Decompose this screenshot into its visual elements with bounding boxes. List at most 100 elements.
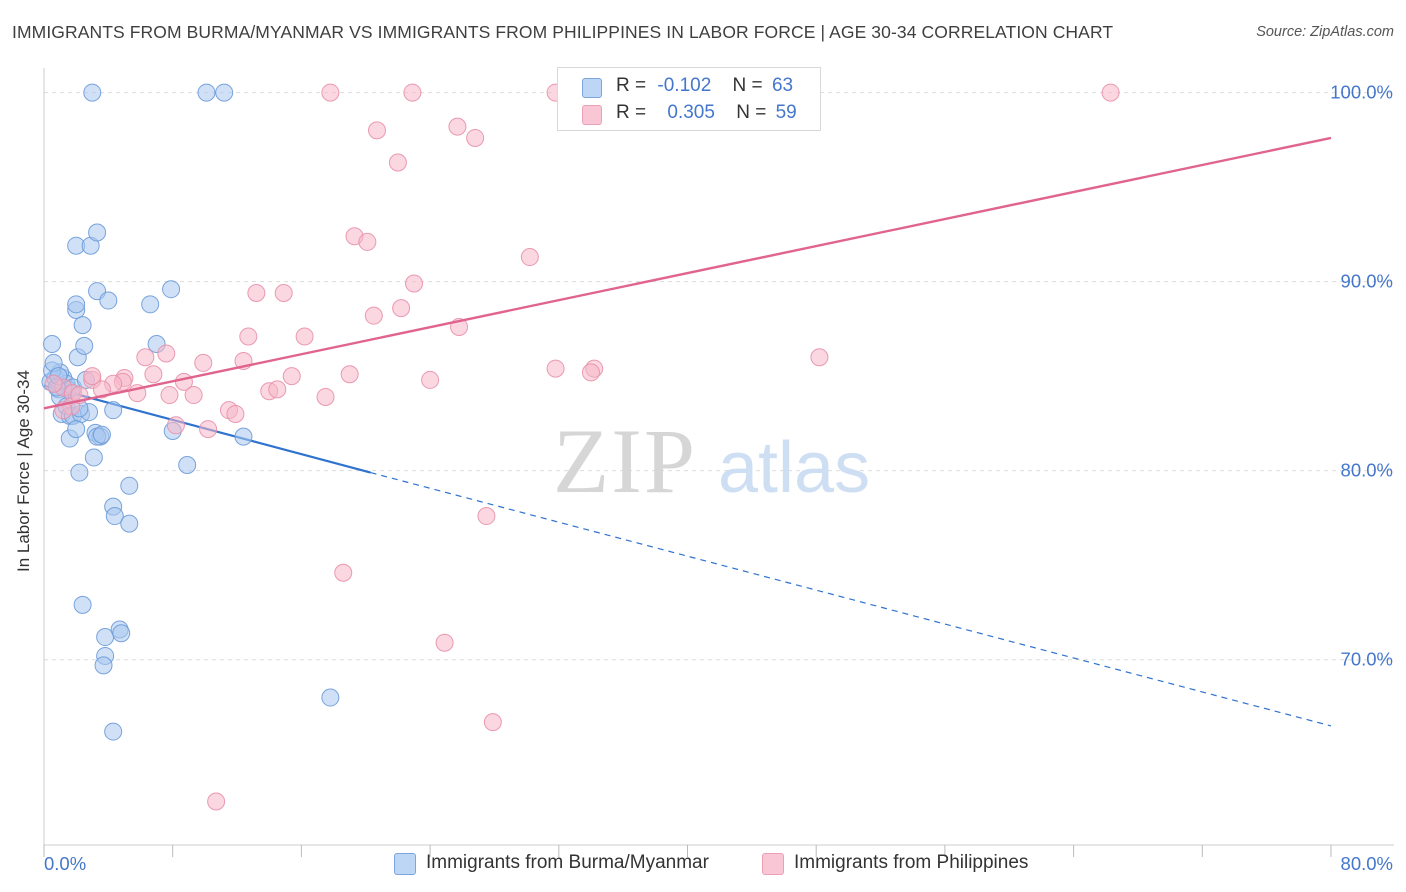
point-philippines <box>83 367 102 386</box>
point-philippines <box>368 121 387 140</box>
point-burma <box>234 427 253 446</box>
point-philippines <box>136 348 155 367</box>
legend-r-value: 0.305 <box>667 102 715 123</box>
bottom-legend-label-burma: Immigrants from Burma/Myanmar <box>426 852 709 873</box>
point-philippines <box>157 344 176 363</box>
point-philippines <box>199 420 218 439</box>
point-philippines <box>483 713 502 732</box>
y-tick-label: 70.0% <box>1341 649 1393 670</box>
trend-solid-philippines <box>43 136 1332 410</box>
point-burma <box>99 291 118 310</box>
point-burma <box>120 476 139 495</box>
point-philippines <box>520 248 539 267</box>
legend-n-value: 59 <box>775 102 797 123</box>
point-burma <box>112 624 131 643</box>
point-burma <box>197 83 216 102</box>
point-philippines <box>92 380 111 399</box>
point-philippines <box>358 232 377 251</box>
y-axis-label: In Labor Force | Age 30-34 <box>14 370 33 572</box>
watermark-zip: ZIP <box>553 410 697 512</box>
point-philippines <box>268 380 287 399</box>
point-philippines <box>388 153 407 172</box>
watermark-atlas: atlas <box>718 428 870 508</box>
point-philippines <box>160 386 179 405</box>
trend-line-philippines <box>43 136 1332 410</box>
source-label: Source: ZipAtlas.com <box>1256 24 1394 40</box>
point-philippines <box>810 348 829 367</box>
point-philippines <box>1101 83 1120 102</box>
point-burma <box>321 688 340 707</box>
legend-r-label: R = <box>616 102 647 123</box>
point-philippines <box>144 365 163 384</box>
watermark: ZIP atlas <box>553 410 870 512</box>
point-philippines <box>184 386 203 405</box>
point-philippines <box>340 365 359 384</box>
point-philippines <box>435 633 454 652</box>
point-philippines <box>403 83 422 102</box>
bottom-legend-swatch-burma <box>394 853 416 875</box>
correlation-legend: R = -0.102 N = 63 R = 0.305 N = 59 <box>557 67 821 131</box>
point-philippines <box>207 792 226 811</box>
point-burma <box>73 595 92 614</box>
point-philippines <box>448 117 467 136</box>
point-burma <box>67 420 86 439</box>
x-tick-labels: 0.0% 80.0% <box>44 853 1393 874</box>
point-philippines <box>44 374 63 393</box>
point-burma <box>83 83 102 102</box>
point-burma <box>67 295 86 314</box>
data-points <box>41 83 1120 811</box>
point-burma <box>92 425 111 444</box>
point-burma <box>73 316 92 335</box>
gridlines <box>44 92 1394 661</box>
point-burma <box>70 463 89 482</box>
chart-title: IMMIGRANTS FROM BURMA/MYANMAR VS IMMIGRA… <box>12 22 1114 42</box>
point-burma <box>88 223 107 242</box>
legend-n-label: N = <box>732 75 763 96</box>
x-tick-label-min: 0.0% <box>44 853 86 874</box>
y-tick-label: 100.0% <box>1330 82 1393 103</box>
point-burma <box>43 335 62 354</box>
point-philippines <box>282 367 301 386</box>
point-burma <box>215 83 234 102</box>
axes <box>43 68 1394 857</box>
point-burma <box>105 507 124 526</box>
y-tick-labels: 70.0% 80.0% 90.0% 100.0% <box>1330 82 1393 670</box>
bottom-legend-swatch-philippines <box>762 853 784 875</box>
legend-swatch-philippines <box>582 105 602 125</box>
legend-n-value: 63 <box>771 75 794 96</box>
point-burma <box>141 295 160 314</box>
point-philippines <box>166 416 185 435</box>
point-philippines <box>546 359 565 378</box>
point-philippines <box>405 274 424 293</box>
point-burma <box>178 456 197 475</box>
legend-r-label: R = <box>616 75 647 96</box>
bottom-legend-label-philippines: Immigrants from Philippines <box>794 852 1029 873</box>
point-philippines <box>364 306 383 325</box>
point-burma <box>94 656 113 675</box>
point-philippines <box>477 507 496 526</box>
point-philippines <box>392 299 411 318</box>
point-burma <box>162 280 181 299</box>
x-tick-label-max: 80.0% <box>1341 853 1393 874</box>
point-philippines <box>226 404 245 423</box>
point-philippines <box>247 283 266 302</box>
point-burma <box>104 401 123 420</box>
y-tick-label: 80.0% <box>1341 460 1393 481</box>
point-burma <box>84 448 103 467</box>
y-tick-label: 90.0% <box>1341 271 1393 292</box>
point-philippines <box>581 363 600 382</box>
trend-dashed-burma <box>370 471 1332 727</box>
point-philippines <box>239 327 258 346</box>
point-philippines <box>295 327 314 346</box>
legend-r-value: -0.102 <box>657 75 712 96</box>
legend-n-label: N = <box>736 102 767 123</box>
point-philippines <box>466 128 485 147</box>
point-burma <box>120 514 139 533</box>
point-philippines <box>194 353 213 372</box>
point-burma <box>75 336 94 355</box>
point-philippines <box>274 283 293 302</box>
point-philippines <box>334 563 353 582</box>
point-philippines <box>321 83 340 102</box>
point-philippines <box>421 370 440 389</box>
